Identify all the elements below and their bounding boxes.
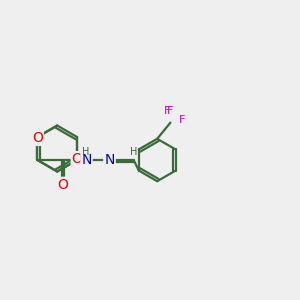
- Text: H: H: [82, 147, 90, 157]
- Text: F: F: [179, 115, 185, 125]
- Text: O: O: [57, 178, 68, 192]
- Text: N: N: [81, 153, 92, 167]
- Text: O: O: [32, 131, 43, 145]
- Text: F: F: [167, 106, 174, 116]
- Text: H: H: [130, 147, 137, 157]
- Text: N: N: [104, 153, 115, 167]
- Text: O: O: [72, 152, 83, 166]
- Text: F: F: [164, 106, 170, 116]
